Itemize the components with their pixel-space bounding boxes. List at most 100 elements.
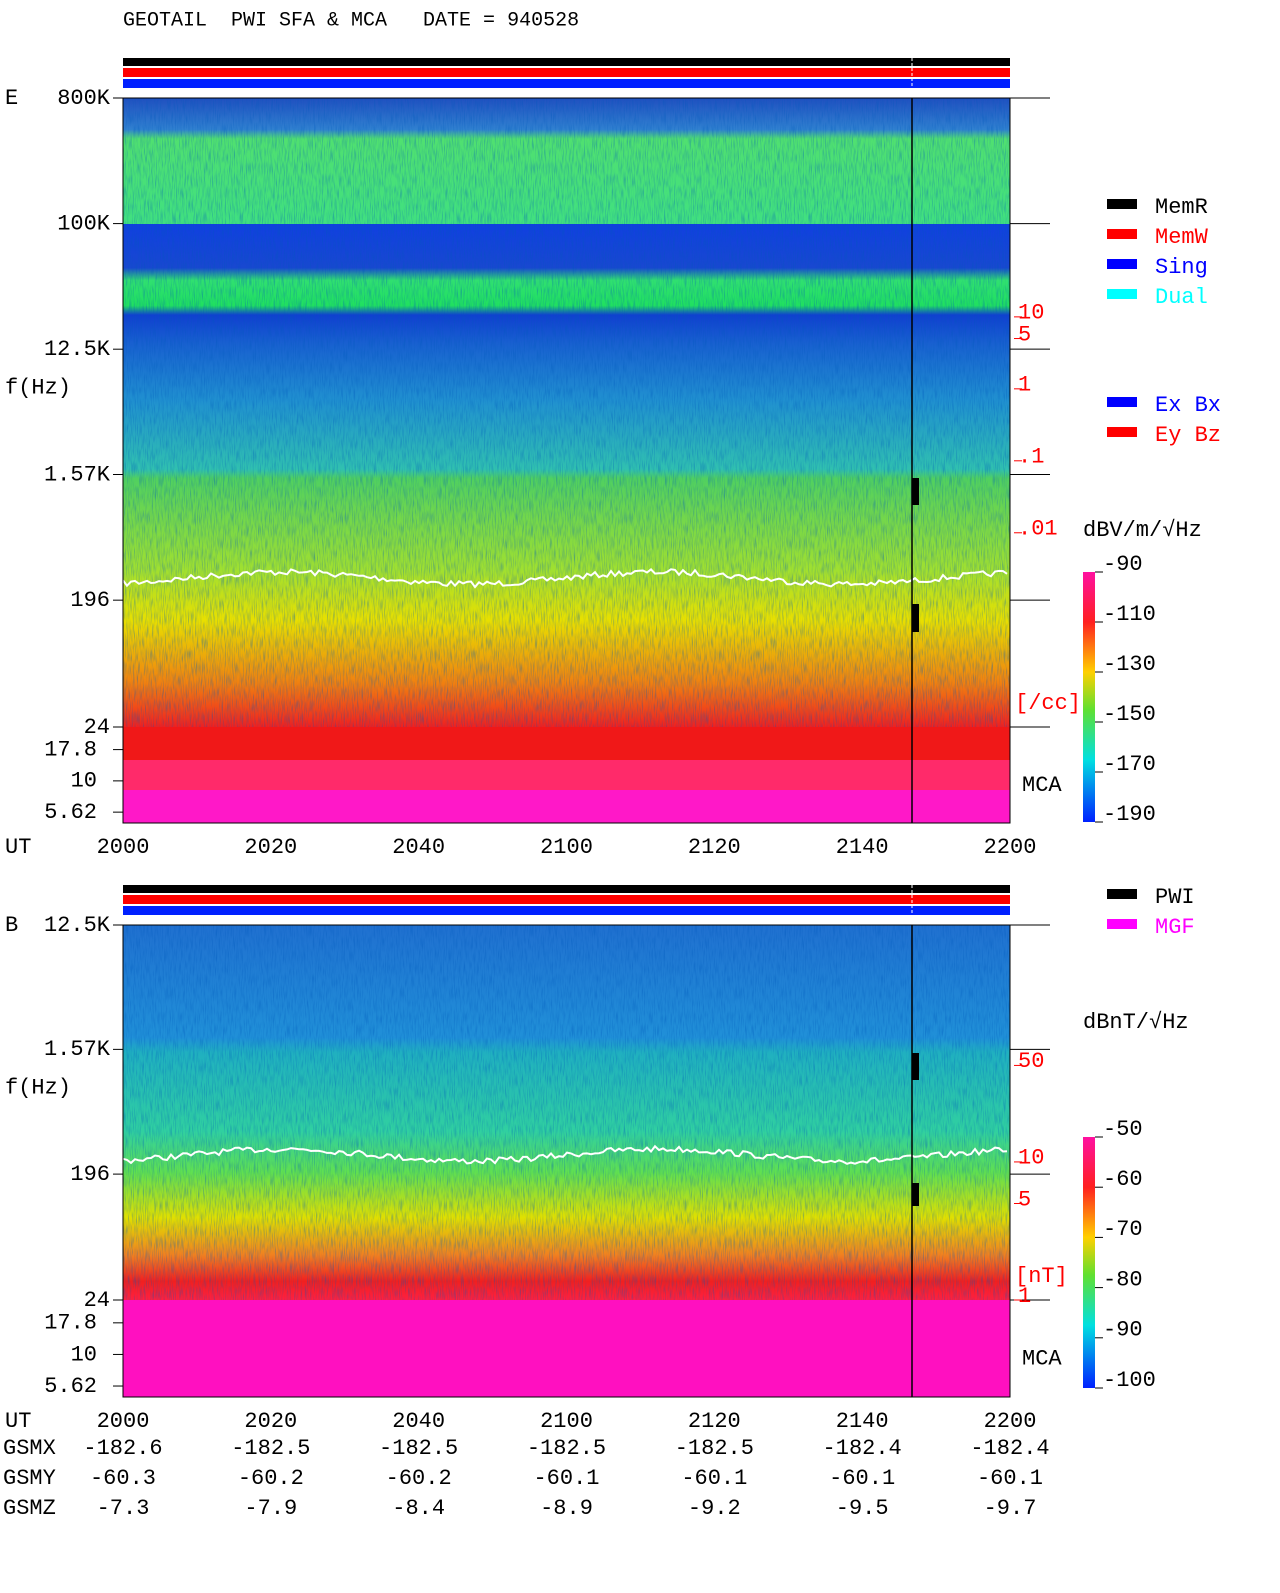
mca-band bbox=[123, 790, 1010, 823]
x-tick-label: 2000 bbox=[97, 835, 150, 860]
orbit-label: GSMX bbox=[3, 1436, 56, 1461]
status-bar bbox=[123, 68, 1010, 77]
colorbar-tick-label: -150 bbox=[1103, 702, 1156, 727]
status-bar bbox=[123, 79, 1010, 88]
x-tick-label: 2040 bbox=[392, 835, 445, 860]
orbit-value: -60.1 bbox=[533, 1466, 599, 1491]
density-tick-label: 1 bbox=[1018, 373, 1031, 398]
legend-label: MGF bbox=[1155, 915, 1195, 940]
y-axis-label: f(Hz) bbox=[5, 1075, 71, 1100]
legend-label: MemR bbox=[1155, 195, 1208, 220]
x-tick-label: 2000 bbox=[97, 1409, 150, 1434]
mode-mark bbox=[912, 1053, 919, 1080]
mca-band bbox=[123, 760, 1010, 790]
x-tick-label: 2140 bbox=[836, 835, 889, 860]
orbit-value: -8.9 bbox=[540, 1496, 593, 1521]
mca-tick-label: 10 bbox=[71, 1342, 97, 1367]
density-label: [nT] bbox=[1015, 1264, 1068, 1289]
y-tick-label: 1.57K bbox=[44, 462, 111, 487]
orbit-value: -7.9 bbox=[244, 1496, 297, 1521]
mca-band bbox=[123, 1300, 1010, 1397]
legend-swatch bbox=[1107, 229, 1137, 239]
orbit-value: -8.4 bbox=[392, 1496, 445, 1521]
mca-tick-label: 17.8 bbox=[44, 1311, 97, 1336]
y-tick-label: 12.5K bbox=[44, 913, 111, 938]
orbit-value: -182.5 bbox=[231, 1436, 310, 1461]
orbit-label: GSMZ bbox=[3, 1496, 56, 1521]
y-tick-label: 1.57K bbox=[44, 1037, 111, 1062]
legend-swatch bbox=[1107, 289, 1137, 299]
colorbar bbox=[1083, 572, 1095, 822]
density-tick-label: 5 bbox=[1018, 1187, 1031, 1212]
plasma-line bbox=[122, 1144, 1008, 1165]
spectrogram-noise bbox=[123, 98, 1010, 727]
orbit-value: -182.4 bbox=[823, 1436, 902, 1461]
status-bar bbox=[123, 906, 1010, 915]
density-tick-label: .01 bbox=[1018, 517, 1058, 542]
frame bbox=[122, 97, 1011, 824]
x-tick-label: 2020 bbox=[244, 1409, 297, 1434]
orbit-value: -60.2 bbox=[386, 1466, 452, 1491]
orbit-value: -182.5 bbox=[379, 1436, 458, 1461]
mca-label: MCA bbox=[1022, 1346, 1062, 1371]
mca-tick-label: 17.8 bbox=[44, 737, 97, 762]
density-tick-label: 10 bbox=[1018, 1146, 1044, 1171]
mca-tick-label: 5.62 bbox=[44, 800, 97, 825]
orbit-value: -7.3 bbox=[97, 1496, 150, 1521]
x-tick-label: 2100 bbox=[540, 835, 593, 860]
mode-mark bbox=[912, 478, 919, 505]
legend-swatch bbox=[1107, 889, 1137, 899]
colorbar-tick-label: -60 bbox=[1103, 1167, 1143, 1192]
x-tick-label: 2100 bbox=[540, 1409, 593, 1434]
orbit-value: -60.1 bbox=[977, 1466, 1043, 1491]
orbit-label: GSMY bbox=[3, 1466, 56, 1491]
x-axis-label: UT bbox=[5, 835, 31, 860]
mca-tick-label: 10 bbox=[71, 769, 97, 794]
colorbar-tick-label: -70 bbox=[1103, 1217, 1143, 1242]
panel-label: E bbox=[5, 86, 18, 111]
legend-swatch bbox=[1107, 919, 1137, 929]
legend-label: Sing bbox=[1155, 255, 1208, 280]
orbit-value: -60.1 bbox=[681, 1466, 747, 1491]
status-bar bbox=[123, 895, 1010, 904]
status-bar bbox=[123, 58, 1010, 66]
orbit-value: -182.4 bbox=[970, 1436, 1049, 1461]
y-tick-label: 24 bbox=[84, 715, 110, 740]
orbit-value: -60.3 bbox=[90, 1466, 156, 1491]
orbit-value: -9.2 bbox=[688, 1496, 741, 1521]
density-tick-label: .1 bbox=[1018, 445, 1044, 470]
x-tick-label: 2140 bbox=[836, 1409, 889, 1434]
orbit-value: -60.1 bbox=[829, 1466, 895, 1491]
orbit-value: -60.2 bbox=[238, 1466, 304, 1491]
legend-label: Ey Bz bbox=[1155, 423, 1221, 448]
x-axis-label: UT bbox=[5, 1409, 31, 1434]
legend-label: Dual bbox=[1155, 285, 1208, 310]
y-tick-label: 800K bbox=[57, 86, 111, 111]
mca-label: MCA bbox=[1022, 773, 1062, 798]
y-axis-label: f(Hz) bbox=[5, 375, 71, 400]
legend-swatch bbox=[1107, 259, 1137, 269]
orbit-value: -182.5 bbox=[675, 1436, 754, 1461]
mca-tick-label: 5.62 bbox=[44, 1374, 97, 1399]
spectrogram-noise bbox=[123, 925, 1010, 1300]
legend-swatch bbox=[1107, 199, 1137, 209]
legend-label: PWI bbox=[1155, 885, 1195, 910]
colorbar-tick-label: -130 bbox=[1103, 652, 1156, 677]
panel-label: B bbox=[5, 913, 18, 938]
legend-label: MemW bbox=[1155, 225, 1209, 250]
x-tick-label: 2040 bbox=[392, 1409, 445, 1434]
y-tick-label: 196 bbox=[70, 1162, 110, 1187]
mca-band bbox=[123, 727, 1010, 760]
x-tick-label: 2020 bbox=[244, 835, 297, 860]
legend-label: Ex Bx bbox=[1155, 393, 1221, 418]
orbit-value: -182.5 bbox=[527, 1436, 606, 1461]
colorbar-tick-label: -170 bbox=[1103, 752, 1156, 777]
frame bbox=[122, 924, 1011, 1398]
y-tick-label: 24 bbox=[84, 1288, 110, 1313]
x-tick-label: 2120 bbox=[688, 1409, 741, 1434]
orbit-value: -182.6 bbox=[83, 1436, 162, 1461]
title: GEOTAIL PWI SFA & MCA DATE = 940528 bbox=[123, 9, 579, 32]
legend-swatch bbox=[1107, 427, 1137, 437]
y-tick-label: 100K bbox=[57, 211, 111, 236]
